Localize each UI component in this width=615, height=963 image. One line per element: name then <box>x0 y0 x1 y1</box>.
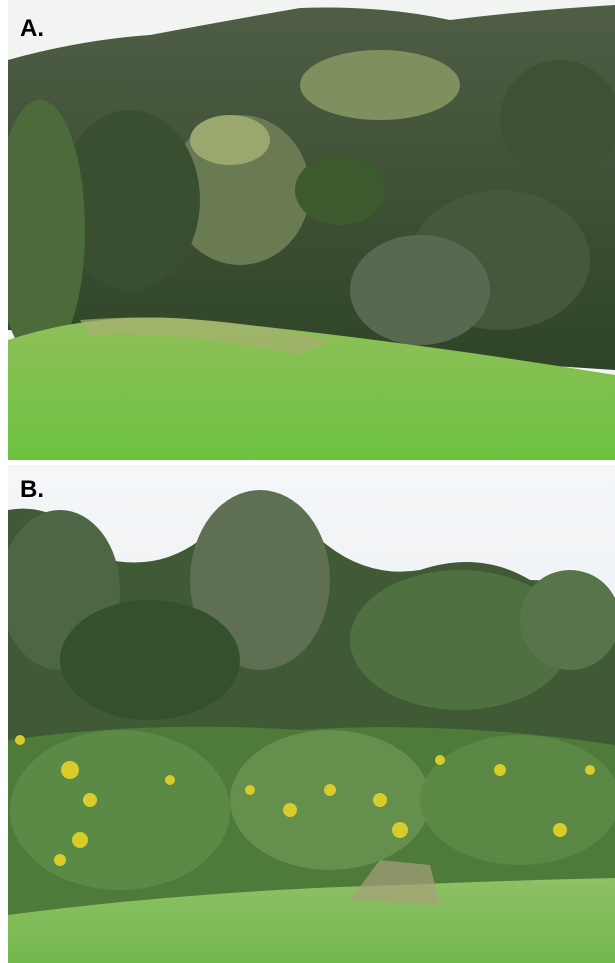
photo-b <box>8 465 615 963</box>
panel-label: A. <box>20 15 44 42</box>
yellow-flowers <box>15 735 595 866</box>
panel-label: B. <box>20 476 44 503</box>
photo-a <box>8 0 615 460</box>
